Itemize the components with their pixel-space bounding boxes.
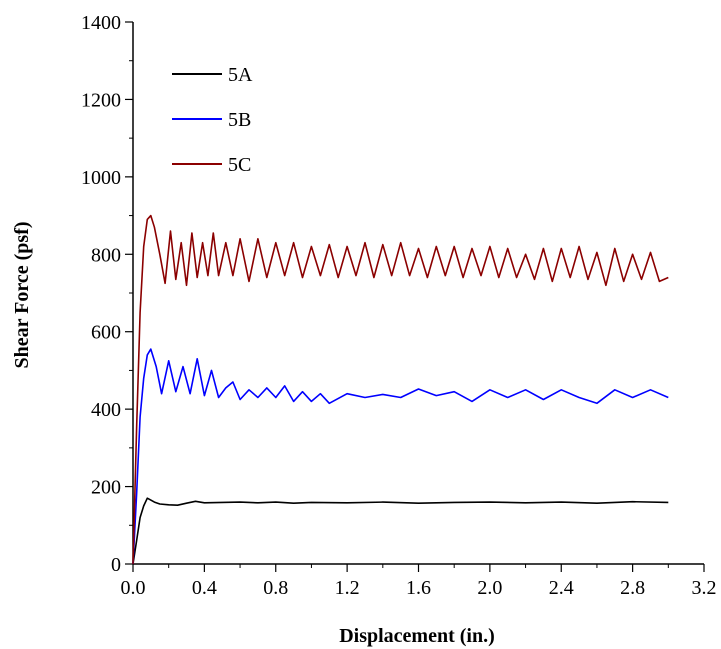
x-tick-label: 0.0 xyxy=(121,577,146,599)
y-tick-label: 1000 xyxy=(81,167,121,189)
legend-label-5C: 5C xyxy=(228,154,251,176)
series-line-5C xyxy=(132,214,669,565)
x-tick-label: 0.8 xyxy=(263,577,288,599)
x-tick-label: 2.4 xyxy=(549,577,574,599)
y-tick-label: 0 xyxy=(111,554,121,576)
legend-label-5B: 5B xyxy=(228,109,251,131)
y-tick-label: 800 xyxy=(91,244,121,266)
x-tick-label: 2.8 xyxy=(620,577,645,599)
x-tick-label: 0.4 xyxy=(192,577,217,599)
y-tick-label: 400 xyxy=(91,399,121,421)
x-axis-title: Displacement (in.) xyxy=(339,625,495,647)
y-tick-label: 600 xyxy=(91,322,121,344)
series-line-5A xyxy=(132,497,669,565)
y-tick-label: 1200 xyxy=(81,89,121,111)
series-line-5B xyxy=(132,348,669,565)
ticks: 0 200 400 600 800 1000 1200 1400 0.0 0.4 0.8 1.2 1.6… xyxy=(81,12,717,599)
y-tick-label: 200 xyxy=(91,477,121,499)
series-lines xyxy=(132,214,669,565)
legend-label-5A: 5A xyxy=(228,64,253,86)
x-tick-label: 3.2 xyxy=(692,577,717,599)
x-tick-label: 1.6 xyxy=(406,577,431,599)
x-tick-label: 1.2 xyxy=(335,577,360,599)
y-tick-label: 1400 xyxy=(81,12,121,34)
x-tick-label: 2.0 xyxy=(477,577,502,599)
legend: 5A 5B 5C xyxy=(172,64,253,176)
axes xyxy=(132,22,704,565)
y-axis-title: Shear Force (psf) xyxy=(11,221,33,368)
